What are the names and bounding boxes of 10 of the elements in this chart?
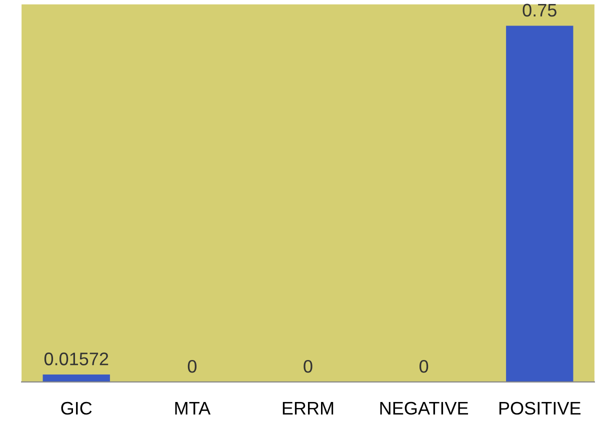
data-label: 0	[188, 360, 196, 373]
data-label: 0	[304, 360, 312, 373]
x-tick-label: NEGATIVE	[380, 402, 468, 415]
data-label: 0.01572	[44, 352, 108, 366]
data-label: 0.75	[522, 4, 556, 17]
data-label: 0	[420, 360, 428, 373]
x-tick-label: POSITIVE	[499, 402, 580, 415]
x-tick-label: MTA	[175, 402, 211, 414]
x-tick-label: GIC	[61, 402, 92, 415]
x-tick-label: ERRM	[282, 402, 334, 414]
